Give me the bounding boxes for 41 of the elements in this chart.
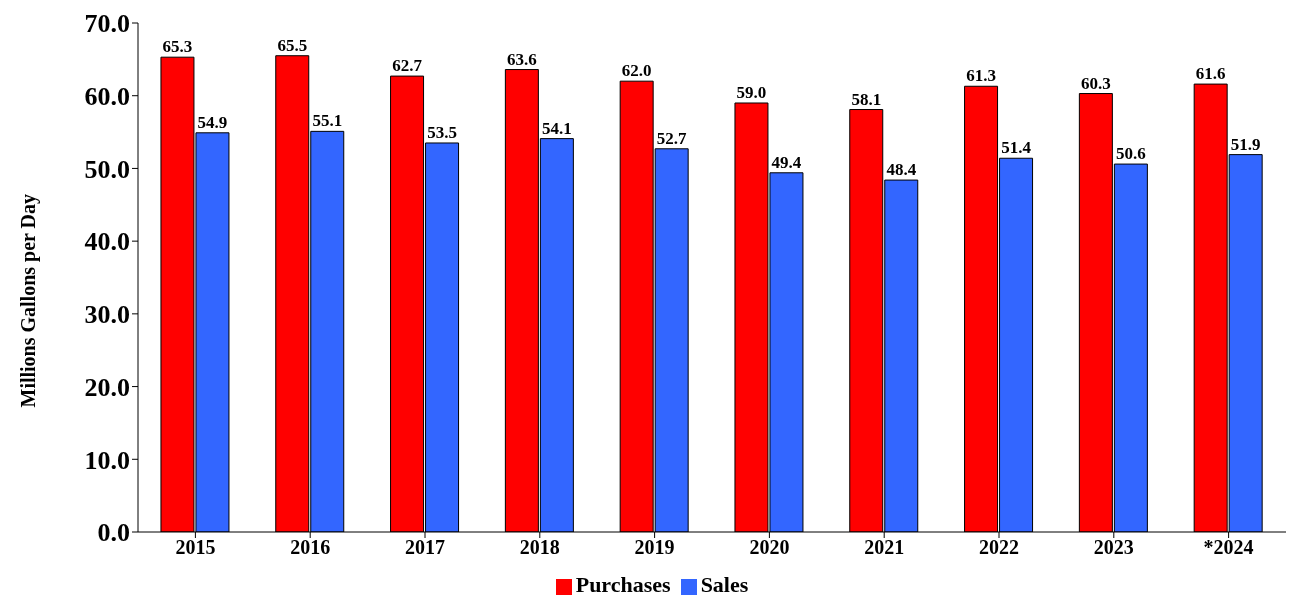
- data-label: 48.4: [886, 160, 917, 180]
- x-tick-label: 2016: [290, 536, 331, 559]
- x-tick-label: 2021: [864, 536, 905, 559]
- x-tick-label: 2023: [1093, 536, 1134, 559]
- x-tick-label: 2019: [634, 536, 675, 559]
- x-tick-label: 2018: [519, 536, 560, 559]
- y-tick-label: 0.0: [97, 518, 130, 548]
- y-tick-label: 40.0: [84, 227, 130, 257]
- y-tick-label: 70.0: [84, 9, 130, 39]
- data-label: 61.6: [1195, 64, 1226, 84]
- data-label: 55.1: [312, 111, 343, 131]
- data-label: 62.7: [392, 56, 423, 76]
- data-label: 65.3: [162, 37, 193, 57]
- legend-label: Sales: [700, 572, 749, 597]
- y-tick-label: 60.0: [84, 81, 130, 111]
- data-label: 61.3: [966, 66, 996, 86]
- y-tick-label: 10.0: [84, 445, 130, 475]
- y-axis-title: Millions Gallons per Day: [17, 193, 41, 408]
- x-tick-label: 2017: [405, 536, 445, 559]
- data-label: 51.4: [1001, 138, 1032, 158]
- data-label: 50.6: [1115, 144, 1146, 164]
- data-label: 53.5: [427, 122, 457, 142]
- x-tick-label: 2022: [979, 536, 1019, 559]
- data-label: 54.9: [197, 112, 228, 132]
- x-tick-label: 2020: [749, 536, 790, 559]
- data-label: 59.0: [736, 82, 767, 102]
- y-tick-label: 50.0: [84, 154, 130, 184]
- data-label: 62.0: [621, 61, 652, 81]
- data-label: 65.5: [277, 35, 308, 55]
- data-label: 60.3: [1080, 73, 1111, 93]
- data-label: 54.1: [541, 118, 572, 138]
- data-label: 49.4: [771, 152, 802, 172]
- data-label: 58.1: [851, 89, 882, 109]
- data-label: 63.6: [506, 49, 537, 69]
- y-tick-label: 30.0: [84, 300, 130, 330]
- y-tick-label: 20.0: [84, 372, 130, 402]
- data-label: 52.7: [656, 128, 688, 148]
- x-tick-label: 2015: [175, 536, 216, 559]
- legend-label: Purchases: [575, 572, 671, 597]
- data-label: 51.9: [1230, 134, 1261, 154]
- x-tick-label: *2024: [1203, 536, 1254, 559]
